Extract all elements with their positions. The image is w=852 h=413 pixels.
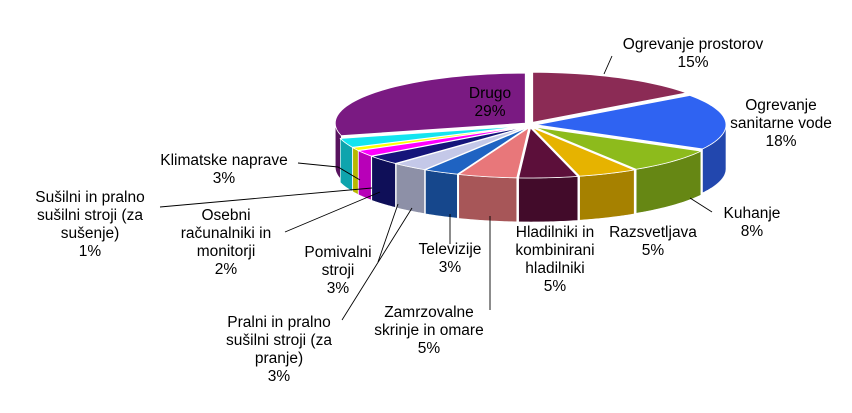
label-drugo: Drugo 29% bbox=[468, 85, 512, 120]
leader-kuhanje bbox=[689, 197, 713, 213]
slice-side-televizije bbox=[425, 169, 458, 219]
label-pomivalni-stroji: Pomivalni stroji 3% bbox=[304, 244, 372, 297]
label-hladilniki: Hladilniki in kombinirani hladilniki 5% bbox=[515, 224, 595, 295]
slice-pomivalni-stroji bbox=[370, 126, 526, 164]
slice-su-ilni-in-pralno-su-ilni-stroji-za-su-enje bbox=[351, 125, 525, 151]
label-ogrevanje-sanitarne-vode: Ogrevanje sanitarne vode 18% bbox=[730, 97, 832, 150]
leader-susilni-stroji bbox=[159, 187, 373, 208]
leader-pralni-stroji bbox=[341, 207, 413, 321]
slice-ogrevanje-sanitarne-vode bbox=[535, 95, 727, 150]
label-zamrzovalne-skrinje: Zamrzovalne skrinje in omare 5% bbox=[374, 304, 484, 357]
label-pralni-stroji: Pralni in pralno sušilni stroji (za pran… bbox=[226, 314, 332, 385]
label-televizije: Televizije 3% bbox=[418, 241, 482, 276]
label-kuhanje: Kuhanje 8% bbox=[723, 205, 781, 240]
slice-side-pomivalni-stroji bbox=[371, 155, 396, 208]
slice-zamrzovalne-skrinje-in-omare bbox=[457, 127, 530, 179]
slice-kuhanje bbox=[534, 126, 703, 170]
leader-pomivalni-stroji bbox=[377, 203, 399, 263]
slice-televizije bbox=[424, 127, 528, 175]
label-susilni-stroji: Sušilni in pralno sušilni stroji (za suš… bbox=[35, 189, 145, 260]
leader-klimatske-naprave bbox=[297, 162, 361, 181]
leader-ogrevanje-prostorov bbox=[603, 55, 613, 75]
slice-pralni-in-pralno-su-ilni-stroji-za-pranje bbox=[394, 126, 527, 171]
slice-side-zamrzovalne-skrinje-in-omare bbox=[458, 174, 518, 223]
slice-klimatske-naprave bbox=[339, 125, 525, 148]
leader-lines bbox=[159, 55, 713, 321]
label-osebni-racunalniki: Osebni računalniki in monitorji 2% bbox=[180, 207, 272, 278]
slice-side-su-ilni-in-pralno-su-ilni-stroji-za-su-enje bbox=[352, 147, 359, 195]
label-razsvetljava: Razsvetljava 5% bbox=[609, 224, 697, 259]
label-klimatske-naprave: Klimatske naprave 3% bbox=[160, 152, 288, 187]
slice-drugo bbox=[334, 72, 526, 137]
slice-side-hladilniki-in-kombinirani-hladilniki bbox=[518, 176, 579, 223]
slice-side-osebni-ra-unalniki-in-monitorji bbox=[358, 150, 372, 201]
label-ogrevanje-prostorov: Ogrevanje prostorov 15% bbox=[622, 36, 764, 71]
slice-hladilniki-in-kombinirani-hladilniki bbox=[518, 127, 579, 179]
slice-side-razsvetljava bbox=[579, 169, 635, 221]
leader-osebni-racunalniki bbox=[284, 191, 381, 233]
pie-tops bbox=[334, 71, 727, 179]
slice-side-pralni-in-pralno-su-ilni-stroji-za-pranje bbox=[395, 163, 425, 214]
slice-osebni-ra-unalniki-in-monitorji bbox=[357, 126, 526, 157]
slice-ogrevanje-prostorov bbox=[532, 71, 688, 123]
slice-razsvetljava bbox=[532, 127, 636, 177]
